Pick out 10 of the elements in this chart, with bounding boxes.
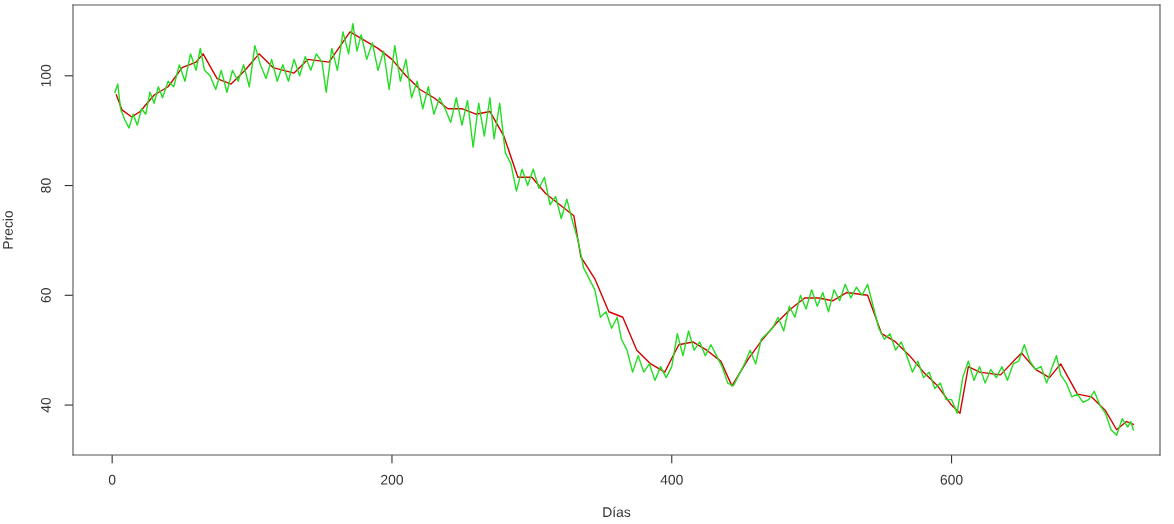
y-axis-title: Precio [2,210,13,249]
y-tick-label: 40 [40,397,51,413]
x-tick-label: 600 [940,474,963,485]
x-axis-title: Días [603,506,631,518]
x-tick-label: 400 [660,474,683,485]
x-tick-label: 0 [108,474,116,485]
x-tick-label: 200 [381,474,404,485]
y-tick-label: 60 [40,288,51,303]
y-tick-label: 80 [40,178,51,193]
y-tick-label: 100 [40,64,51,87]
